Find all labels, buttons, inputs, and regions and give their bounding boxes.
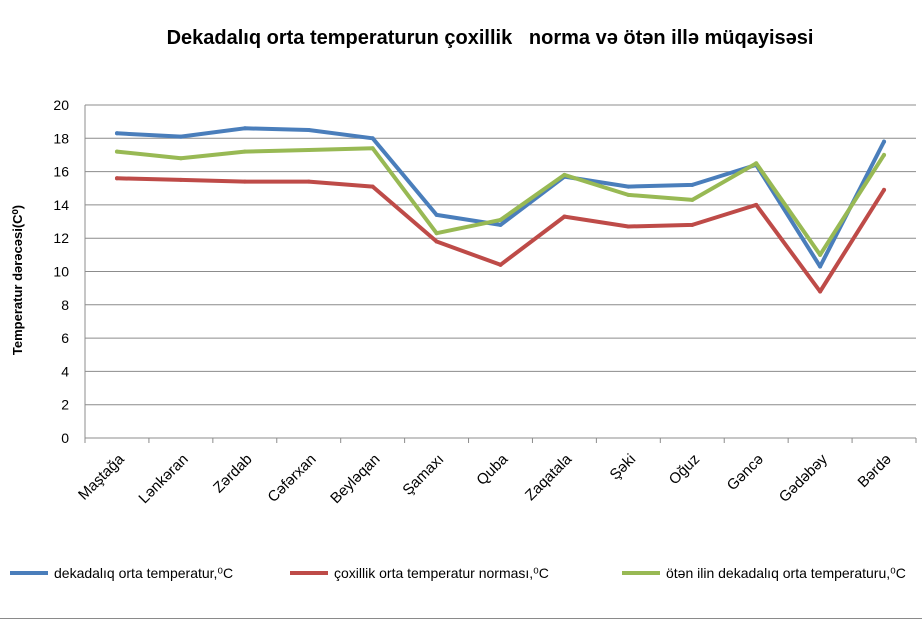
data-point	[370, 146, 375, 151]
data-point	[306, 179, 311, 184]
data-point	[498, 262, 503, 267]
data-point	[818, 289, 823, 294]
data-point	[882, 152, 887, 157]
series-line-3	[115, 146, 886, 257]
y-tick-label: 2	[61, 397, 69, 413]
data-point	[882, 139, 887, 144]
x-tick-label: Lənkəran	[135, 451, 191, 507]
y-tick-label: 4	[61, 363, 69, 379]
data-point	[178, 177, 183, 182]
x-tick-label: Maştağa	[75, 450, 128, 503]
x-tick-label: Zərdab	[210, 451, 256, 497]
bottom-border	[0, 618, 922, 619]
data-point	[178, 156, 183, 161]
data-point	[434, 231, 439, 236]
x-tick-label: Bərdə	[855, 451, 895, 491]
y-tick-label: 12	[53, 230, 69, 246]
x-tick-label: Gəncə	[724, 451, 767, 494]
data-point	[306, 147, 311, 152]
x-tick-label: Şəki	[607, 451, 640, 484]
y-tick-label: 14	[53, 197, 69, 213]
data-point	[754, 202, 759, 207]
data-point	[754, 161, 759, 166]
data-point	[562, 214, 567, 219]
data-point	[114, 131, 119, 136]
data-point	[562, 172, 567, 177]
chart-title: Dekadalıq orta temperaturun çoxillik nor…	[166, 27, 814, 49]
data-point	[434, 239, 439, 244]
legend-label: ötən ilin dekadalıq orta temperaturu,⁰C	[666, 565, 906, 581]
data-point	[818, 264, 823, 269]
series-line-1	[115, 126, 886, 269]
y-tick-label: 6	[61, 330, 69, 346]
y-tick-label: 16	[53, 164, 69, 180]
data-point	[370, 136, 375, 141]
data-point	[370, 184, 375, 189]
data-point	[626, 224, 631, 229]
data-point	[434, 212, 439, 217]
x-tick-label: Quba	[473, 450, 511, 488]
data-point	[242, 126, 247, 131]
data-point	[690, 222, 695, 227]
x-tick-label: Beyləqan	[327, 451, 383, 507]
y-tick-label: 8	[61, 297, 69, 313]
x-tick-label: Cəfərxan	[264, 451, 319, 506]
data-point	[626, 184, 631, 189]
y-tick-label: 18	[53, 130, 69, 146]
data-point	[498, 217, 503, 222]
data-point	[242, 149, 247, 154]
data-point	[178, 134, 183, 139]
data-point	[306, 127, 311, 132]
y-tick-label: 10	[53, 264, 69, 280]
legend-label: çoxillik orta temperatur norması,⁰C	[334, 565, 549, 581]
y-tick-label: 20	[53, 97, 69, 113]
data-point	[690, 182, 695, 187]
series-line-2	[115, 176, 886, 294]
data-point	[818, 252, 823, 257]
x-tick-label: Şamaxı	[399, 451, 447, 499]
x-tick-label: Gədəbəy	[776, 450, 831, 505]
y-tick-label: 0	[61, 430, 69, 446]
data-point	[626, 192, 631, 197]
data-point	[242, 179, 247, 184]
data-point	[882, 187, 887, 192]
data-point	[114, 176, 119, 181]
x-tick-label: Oğuz	[666, 451, 703, 488]
x-tick-label: Zaqatala	[522, 450, 576, 504]
data-point	[498, 222, 503, 227]
data-point	[114, 149, 119, 154]
legend-label: dekadalıq orta temperatur,⁰C	[54, 565, 233, 581]
data-point	[690, 197, 695, 202]
